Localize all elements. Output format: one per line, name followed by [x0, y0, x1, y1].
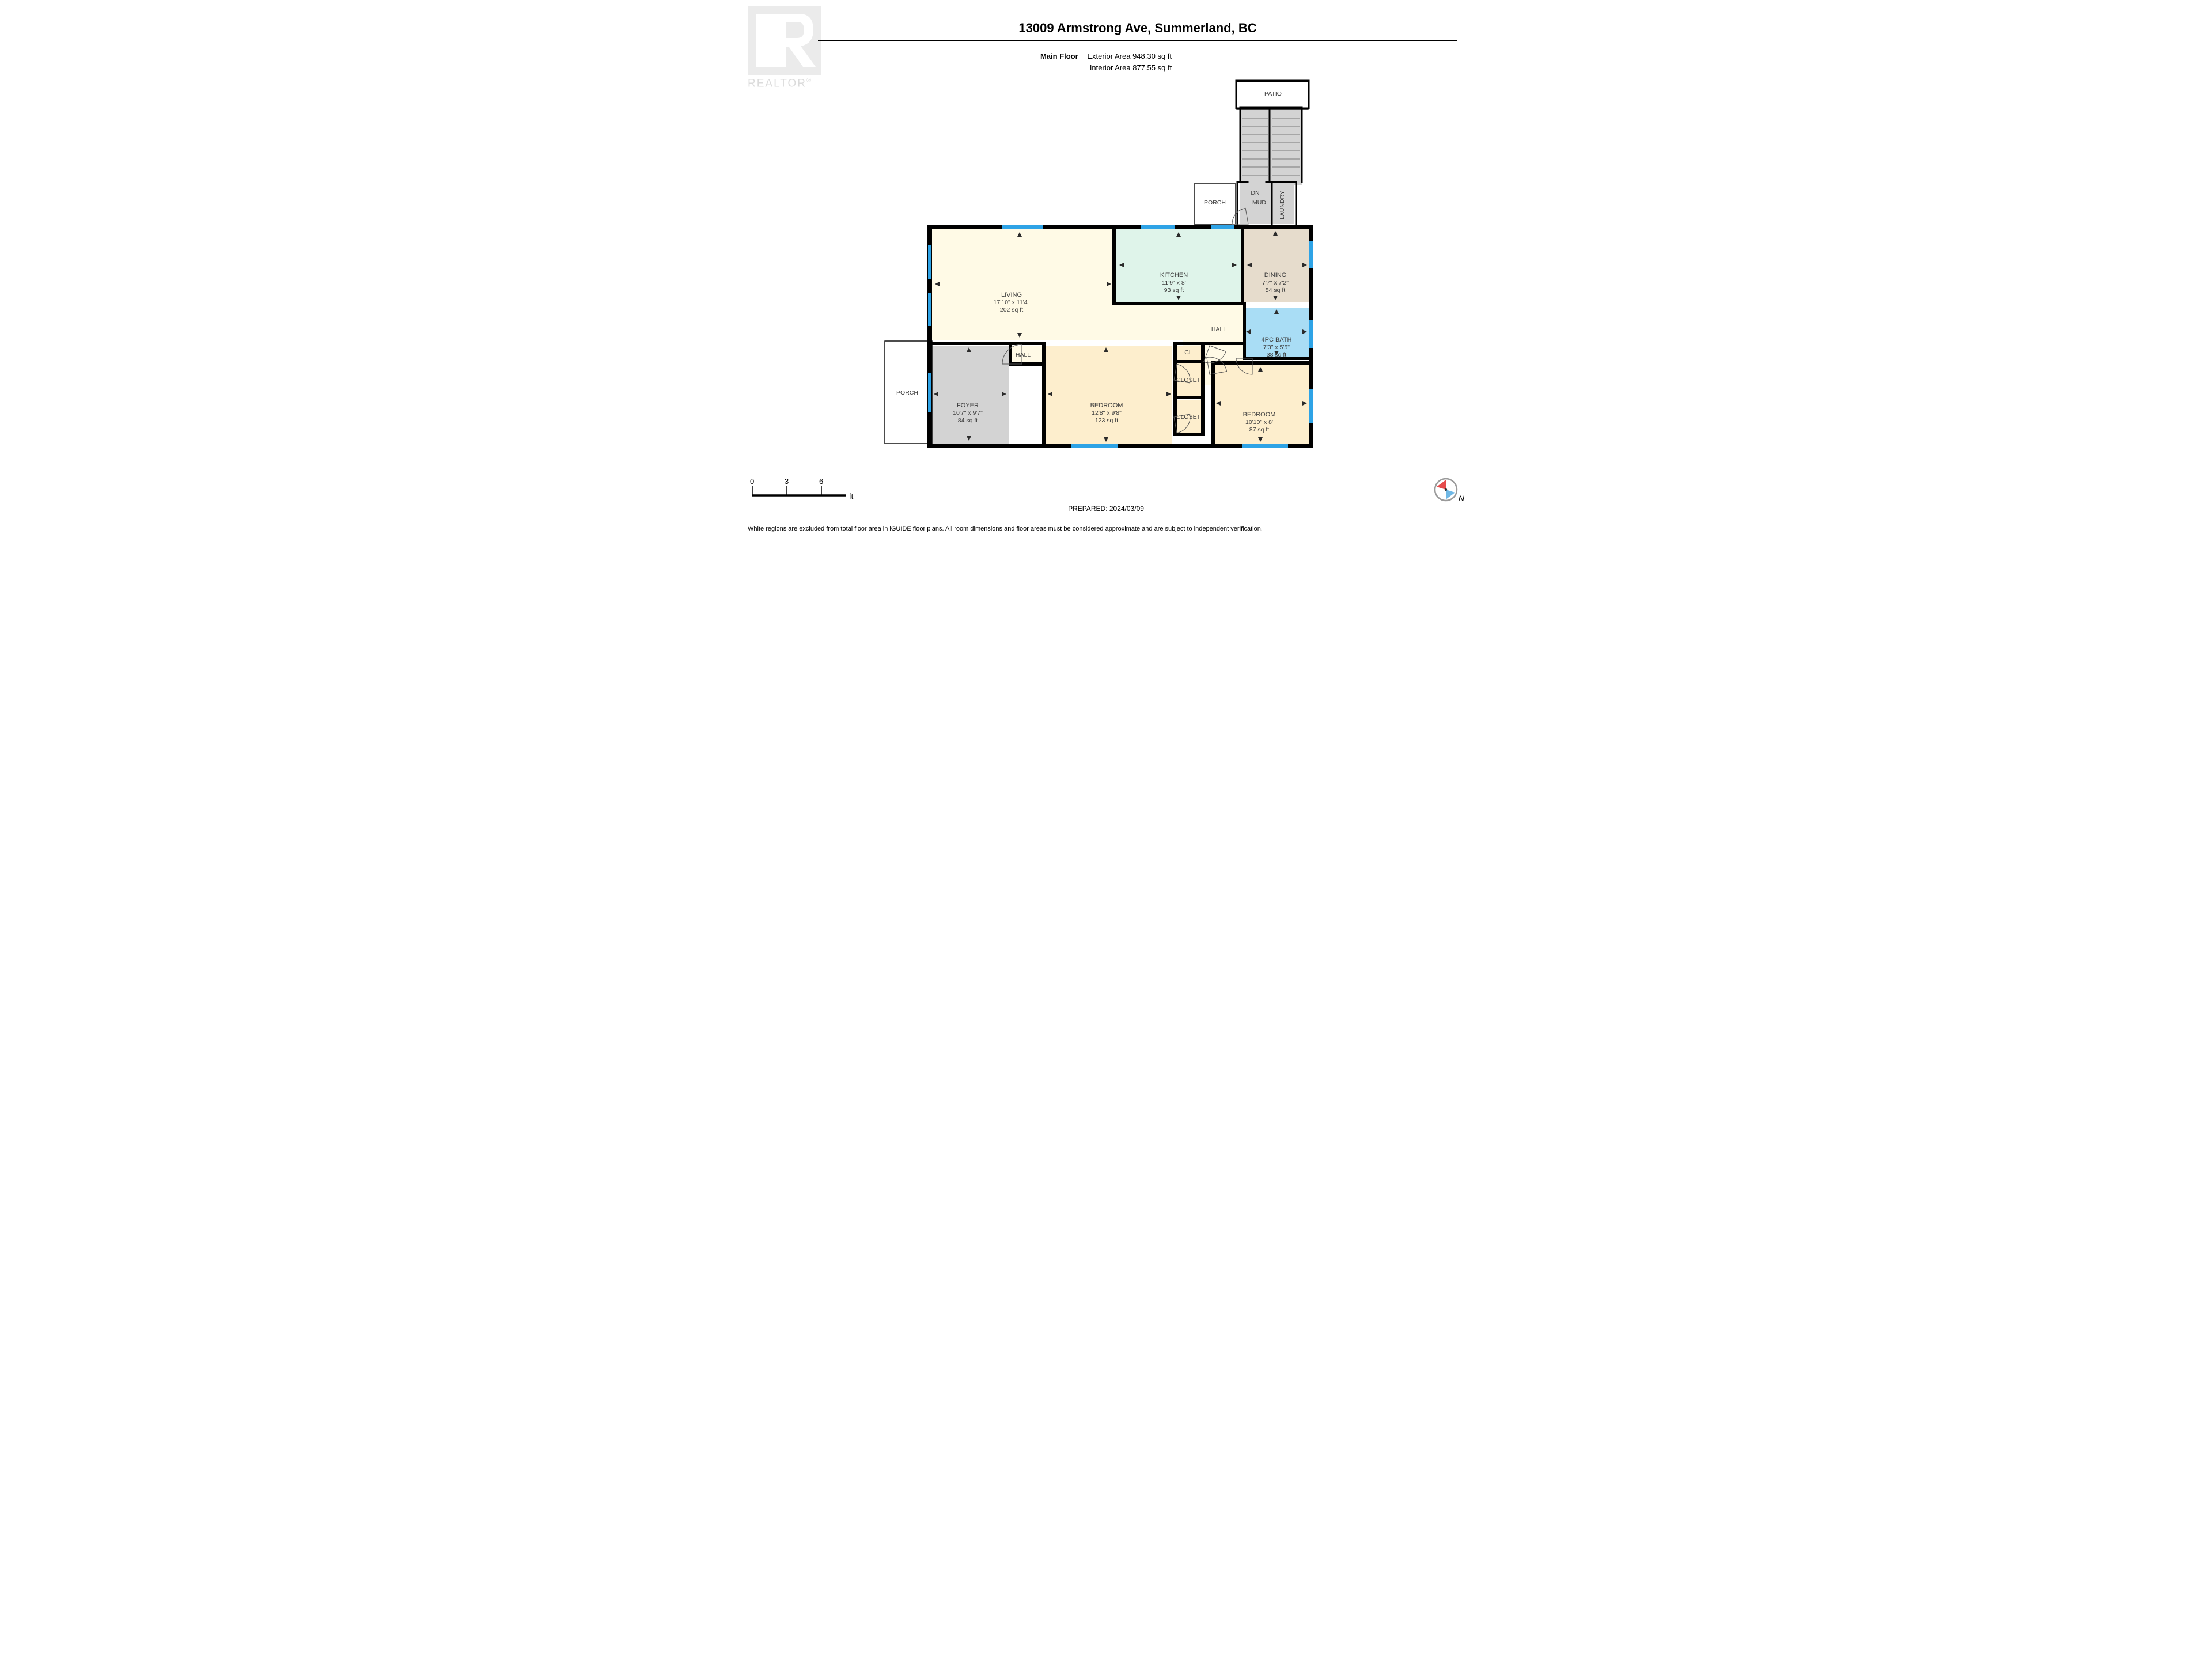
svg-text:ft: ft — [849, 492, 854, 501]
compass-label: N — [1459, 494, 1464, 503]
floorplan-svg — [737, 0, 1475, 553]
svg-text:3: 3 — [785, 478, 789, 486]
svg-text:0: 0 — [750, 478, 754, 486]
scale-bar: 0 3 6 ft — [748, 478, 857, 505]
page-canvas: REALTOR® 13009 Armstrong Ave, Summerland… — [737, 0, 1475, 553]
svg-text:6: 6 — [819, 478, 823, 486]
disclaimer-text: White regions are excluded from total fl… — [748, 525, 1464, 532]
compass-icon: N — [1433, 475, 1462, 507]
prepared-date: PREPARED: 2024/03/09 — [737, 505, 1475, 513]
